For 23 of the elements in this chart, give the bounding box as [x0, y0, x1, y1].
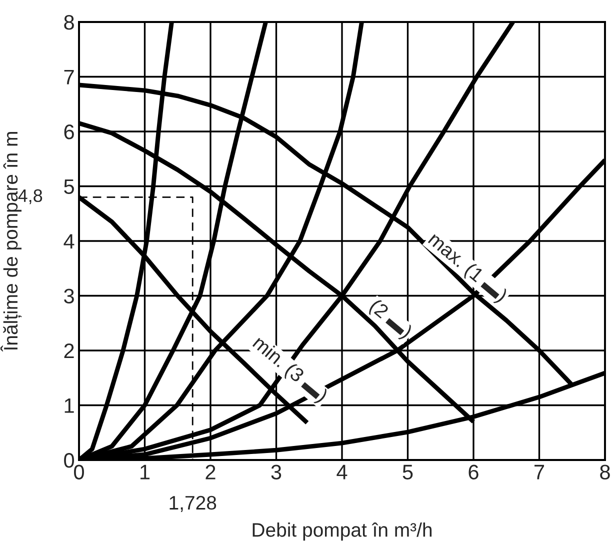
y-tick-label: 6 [64, 124, 74, 140]
y-tick-label: 7 [64, 70, 74, 84]
annotation: (2 ▬) [366, 298, 414, 342]
annotation: min. (3 ▬) [250, 334, 330, 406]
y-tick-label: 2 [64, 344, 74, 358]
y-tick-label: 5 [64, 179, 74, 194]
annotation: max. (1 ▬) [425, 231, 509, 306]
x-tick-label: 0 [74, 464, 84, 480]
x-tick-label: 7 [534, 464, 544, 480]
x-tick-label: 3 [271, 464, 282, 480]
y-tick-label: 8 [64, 15, 74, 30]
annotation: 1,728 [170, 496, 216, 512]
y-tick-label: 3 [64, 288, 74, 304]
x-tick-label: 8 [600, 464, 610, 480]
y-tick-label: 0 [64, 453, 74, 468]
x-tick-label: 4 [336, 464, 348, 480]
x-tick-label: 2 [206, 464, 216, 480]
x-tick-label: 6 [468, 464, 478, 480]
x-tick-label: 1 [140, 464, 150, 480]
x-axis-title: Debit pompat în m³/h [252, 522, 432, 541]
y-tick-label: 4 [64, 234, 74, 249]
x-tick-label: 5 [402, 464, 413, 480]
y-tick-label: 1 [64, 398, 74, 413]
